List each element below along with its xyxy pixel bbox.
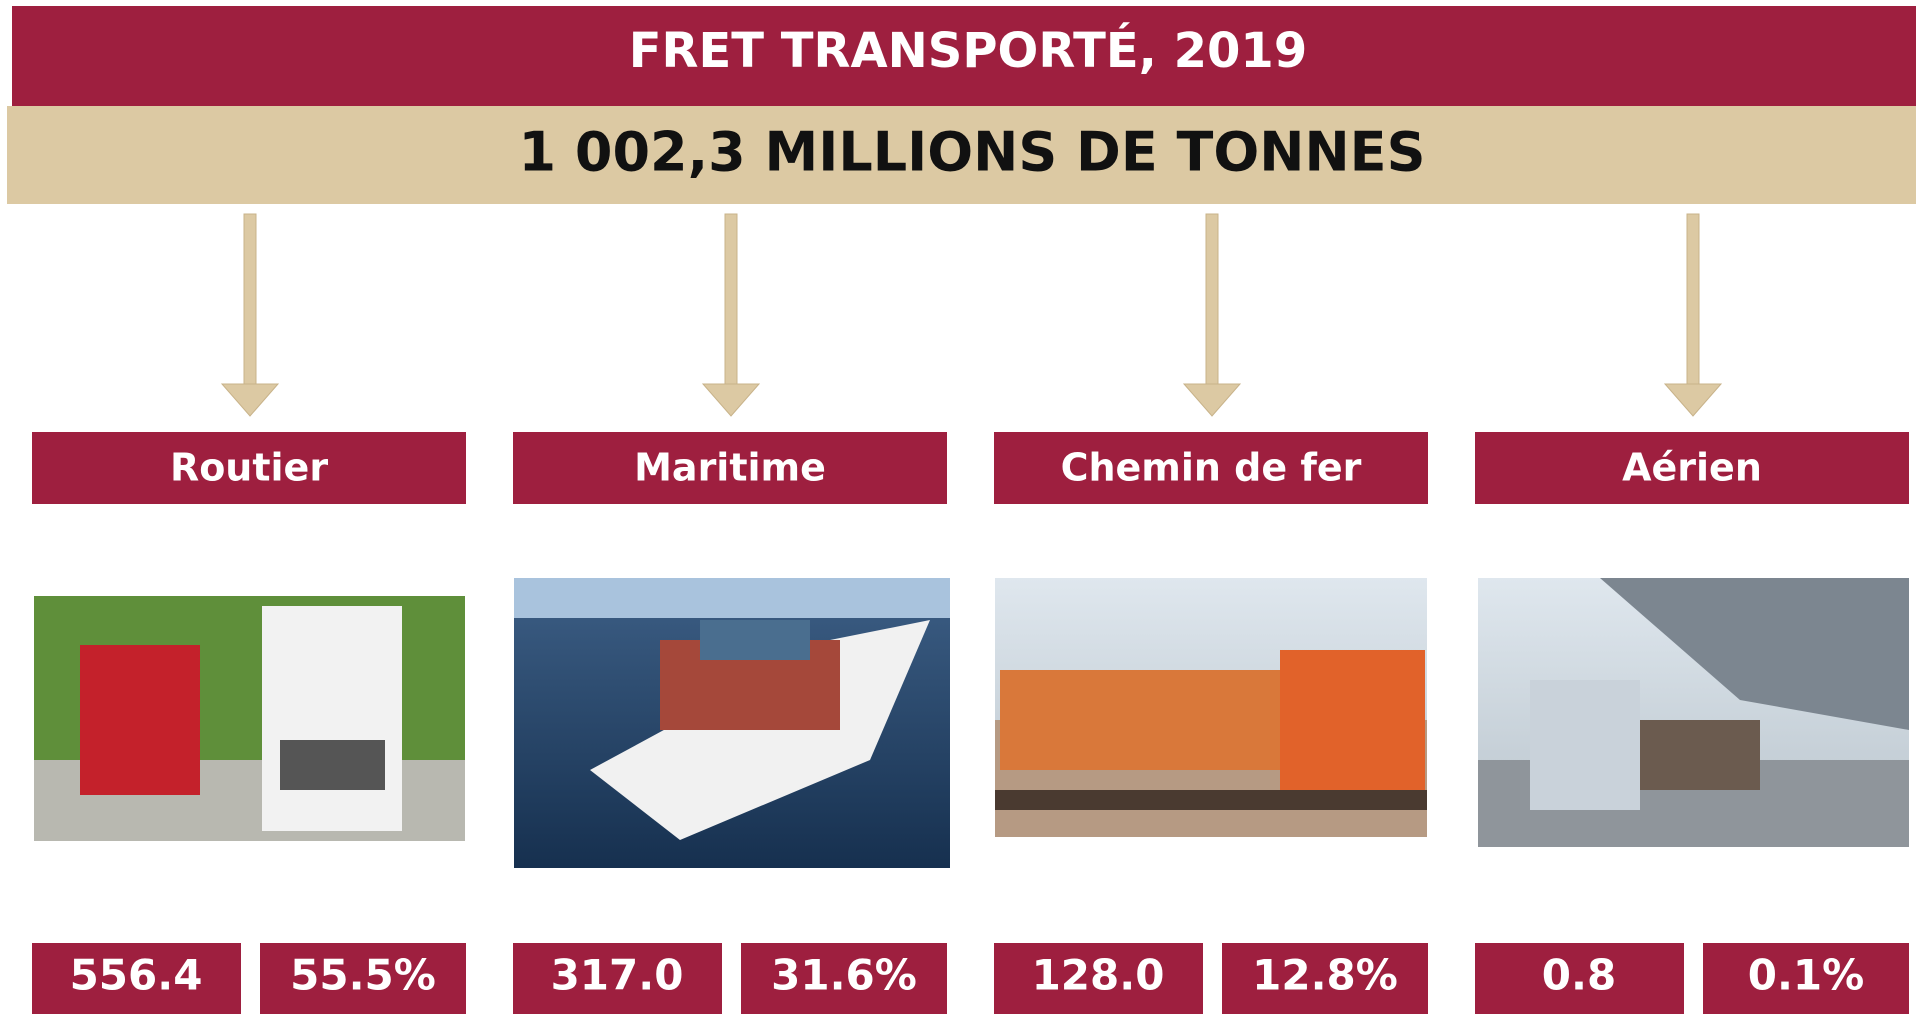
arrow-head	[1665, 384, 1721, 416]
value: 0.8	[1542, 951, 1616, 1000]
value: 317.0	[551, 951, 684, 1000]
arrow-head	[1184, 384, 1240, 416]
photo-air	[1478, 578, 1909, 847]
arrow-head	[703, 384, 759, 416]
value: 128.0	[1032, 951, 1165, 1000]
share: 12.8%	[1252, 951, 1398, 1000]
infographic: FRET TRANSPORTÉ, 2019 1 002,3 MILLIONS D…	[0, 0, 1916, 1014]
page: {"header": {"title": "FRET TRANSPORTÉ, 2…	[0, 0, 1916, 1014]
arrow-shaft	[725, 214, 737, 384]
share: 31.6%	[771, 951, 917, 1000]
title: FRET TRANSPORTÉ, 2019	[629, 22, 1307, 79]
arrow-shaft	[1206, 214, 1218, 384]
arrow-head	[222, 384, 278, 416]
subtitle: 1 002,3 MILLIONS DE TONNES	[519, 121, 1426, 184]
share: 0.1%	[1748, 951, 1864, 1000]
arrow-shaft	[1687, 214, 1699, 384]
photo-rail	[995, 578, 1427, 837]
mode-label: Chemin de fer	[1061, 446, 1362, 490]
share: 55.5%	[290, 951, 436, 1000]
mode-label: Aérien	[1622, 446, 1762, 490]
photo-ship	[514, 578, 950, 868]
value: 556.4	[70, 951, 203, 1000]
mode-label: Maritime	[634, 446, 826, 490]
photo-road	[34, 596, 465, 841]
arrow-shaft	[244, 214, 256, 384]
mode-label: Routier	[170, 446, 328, 490]
